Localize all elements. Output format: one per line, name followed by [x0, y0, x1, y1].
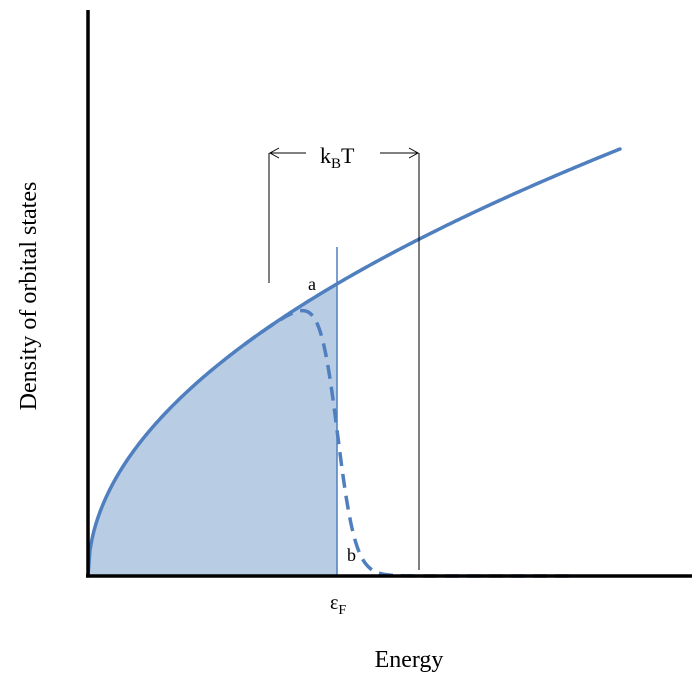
- kbt-label: kBT: [320, 143, 355, 172]
- kbt-left-arrow-head: [268, 147, 280, 159]
- kbt-label-k: k: [320, 143, 331, 168]
- kbt-right-arrow-head: [408, 147, 420, 159]
- x-axis-label: Energy: [375, 647, 444, 673]
- fermi-energy-epsilon: ε: [330, 592, 338, 614]
- density-of-states-curve: [86, 147, 622, 578]
- occupied-states-fill: [88, 283, 337, 576]
- region-a-label: a: [308, 274, 316, 294]
- kbt-label-t: T: [341, 143, 355, 168]
- region-b-label: b: [347, 545, 356, 565]
- kbt-label-subscript: B: [331, 156, 341, 172]
- y-axis-label: Density of orbital states: [16, 182, 42, 411]
- fermi-energy-label: εF: [330, 592, 346, 618]
- fermi-energy-subscript: F: [338, 603, 346, 618]
